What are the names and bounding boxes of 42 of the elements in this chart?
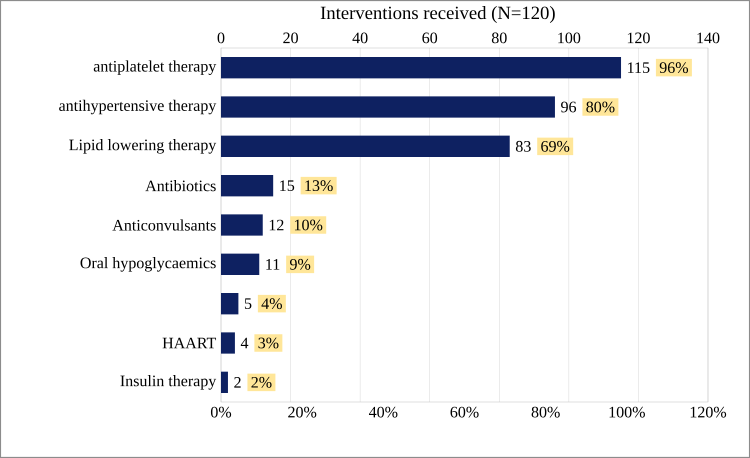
x2-tick-label: 60 xyxy=(422,32,438,44)
x-tick-label: 20% xyxy=(288,406,316,418)
data-label: 15 xyxy=(280,180,294,192)
y-tick-label: Insulin therapy xyxy=(120,375,216,390)
annotation: 2% xyxy=(251,376,272,388)
chart-title: Interventions received (N=120) xyxy=(320,6,555,23)
x2-tick-label: 100 xyxy=(558,32,580,44)
annotation: 69% xyxy=(541,140,570,152)
x-tick-label: 60% xyxy=(450,406,479,418)
x2-tick-label: 140 xyxy=(697,32,720,44)
data-label: 83 xyxy=(516,140,531,152)
annotation: 80% xyxy=(586,102,615,112)
x-tick-label: 0% xyxy=(210,406,232,418)
y-tick-label: Oral hypoglycaemics xyxy=(80,257,216,272)
x2-tick-label: 20 xyxy=(283,32,298,44)
y-tick-label: Antibiotics xyxy=(145,180,216,192)
y-tick-label: Lipid lowering therapy xyxy=(69,139,216,154)
annotation: 9% xyxy=(290,258,310,270)
annotation: 13% xyxy=(305,180,333,192)
x-tick-label: 40% xyxy=(368,406,398,418)
y-tick-label: Anticonvulsants xyxy=(112,219,216,231)
x2-tick-label: 40 xyxy=(352,32,368,44)
data-label: 5 xyxy=(244,298,252,309)
x2-tick-label: 120 xyxy=(628,32,650,44)
annotation: 10% xyxy=(294,220,322,230)
x-tick-label: 80% xyxy=(532,406,560,418)
x-tick-label: 120% xyxy=(690,406,726,418)
annotation: 4% xyxy=(262,298,282,310)
annotation: 3% xyxy=(258,338,278,348)
data-label: 12 xyxy=(270,220,284,230)
y-tick-label: HAART xyxy=(162,338,216,348)
data-label: 11 xyxy=(266,259,280,270)
x-tick-label: 100% xyxy=(610,406,645,418)
x2-tick-label: 0 xyxy=(218,32,224,44)
y-tick-label: antiplatelet therapy xyxy=(94,60,216,75)
data-label: 96 xyxy=(561,102,576,112)
y-tick-label: antihypertensive therapy xyxy=(59,100,216,114)
data-label: 115 xyxy=(628,62,650,74)
x2-tick-label: 80 xyxy=(492,32,507,44)
data-label: 2 xyxy=(234,377,241,388)
data-label: 4 xyxy=(240,338,248,348)
annotation: 96% xyxy=(660,62,688,74)
